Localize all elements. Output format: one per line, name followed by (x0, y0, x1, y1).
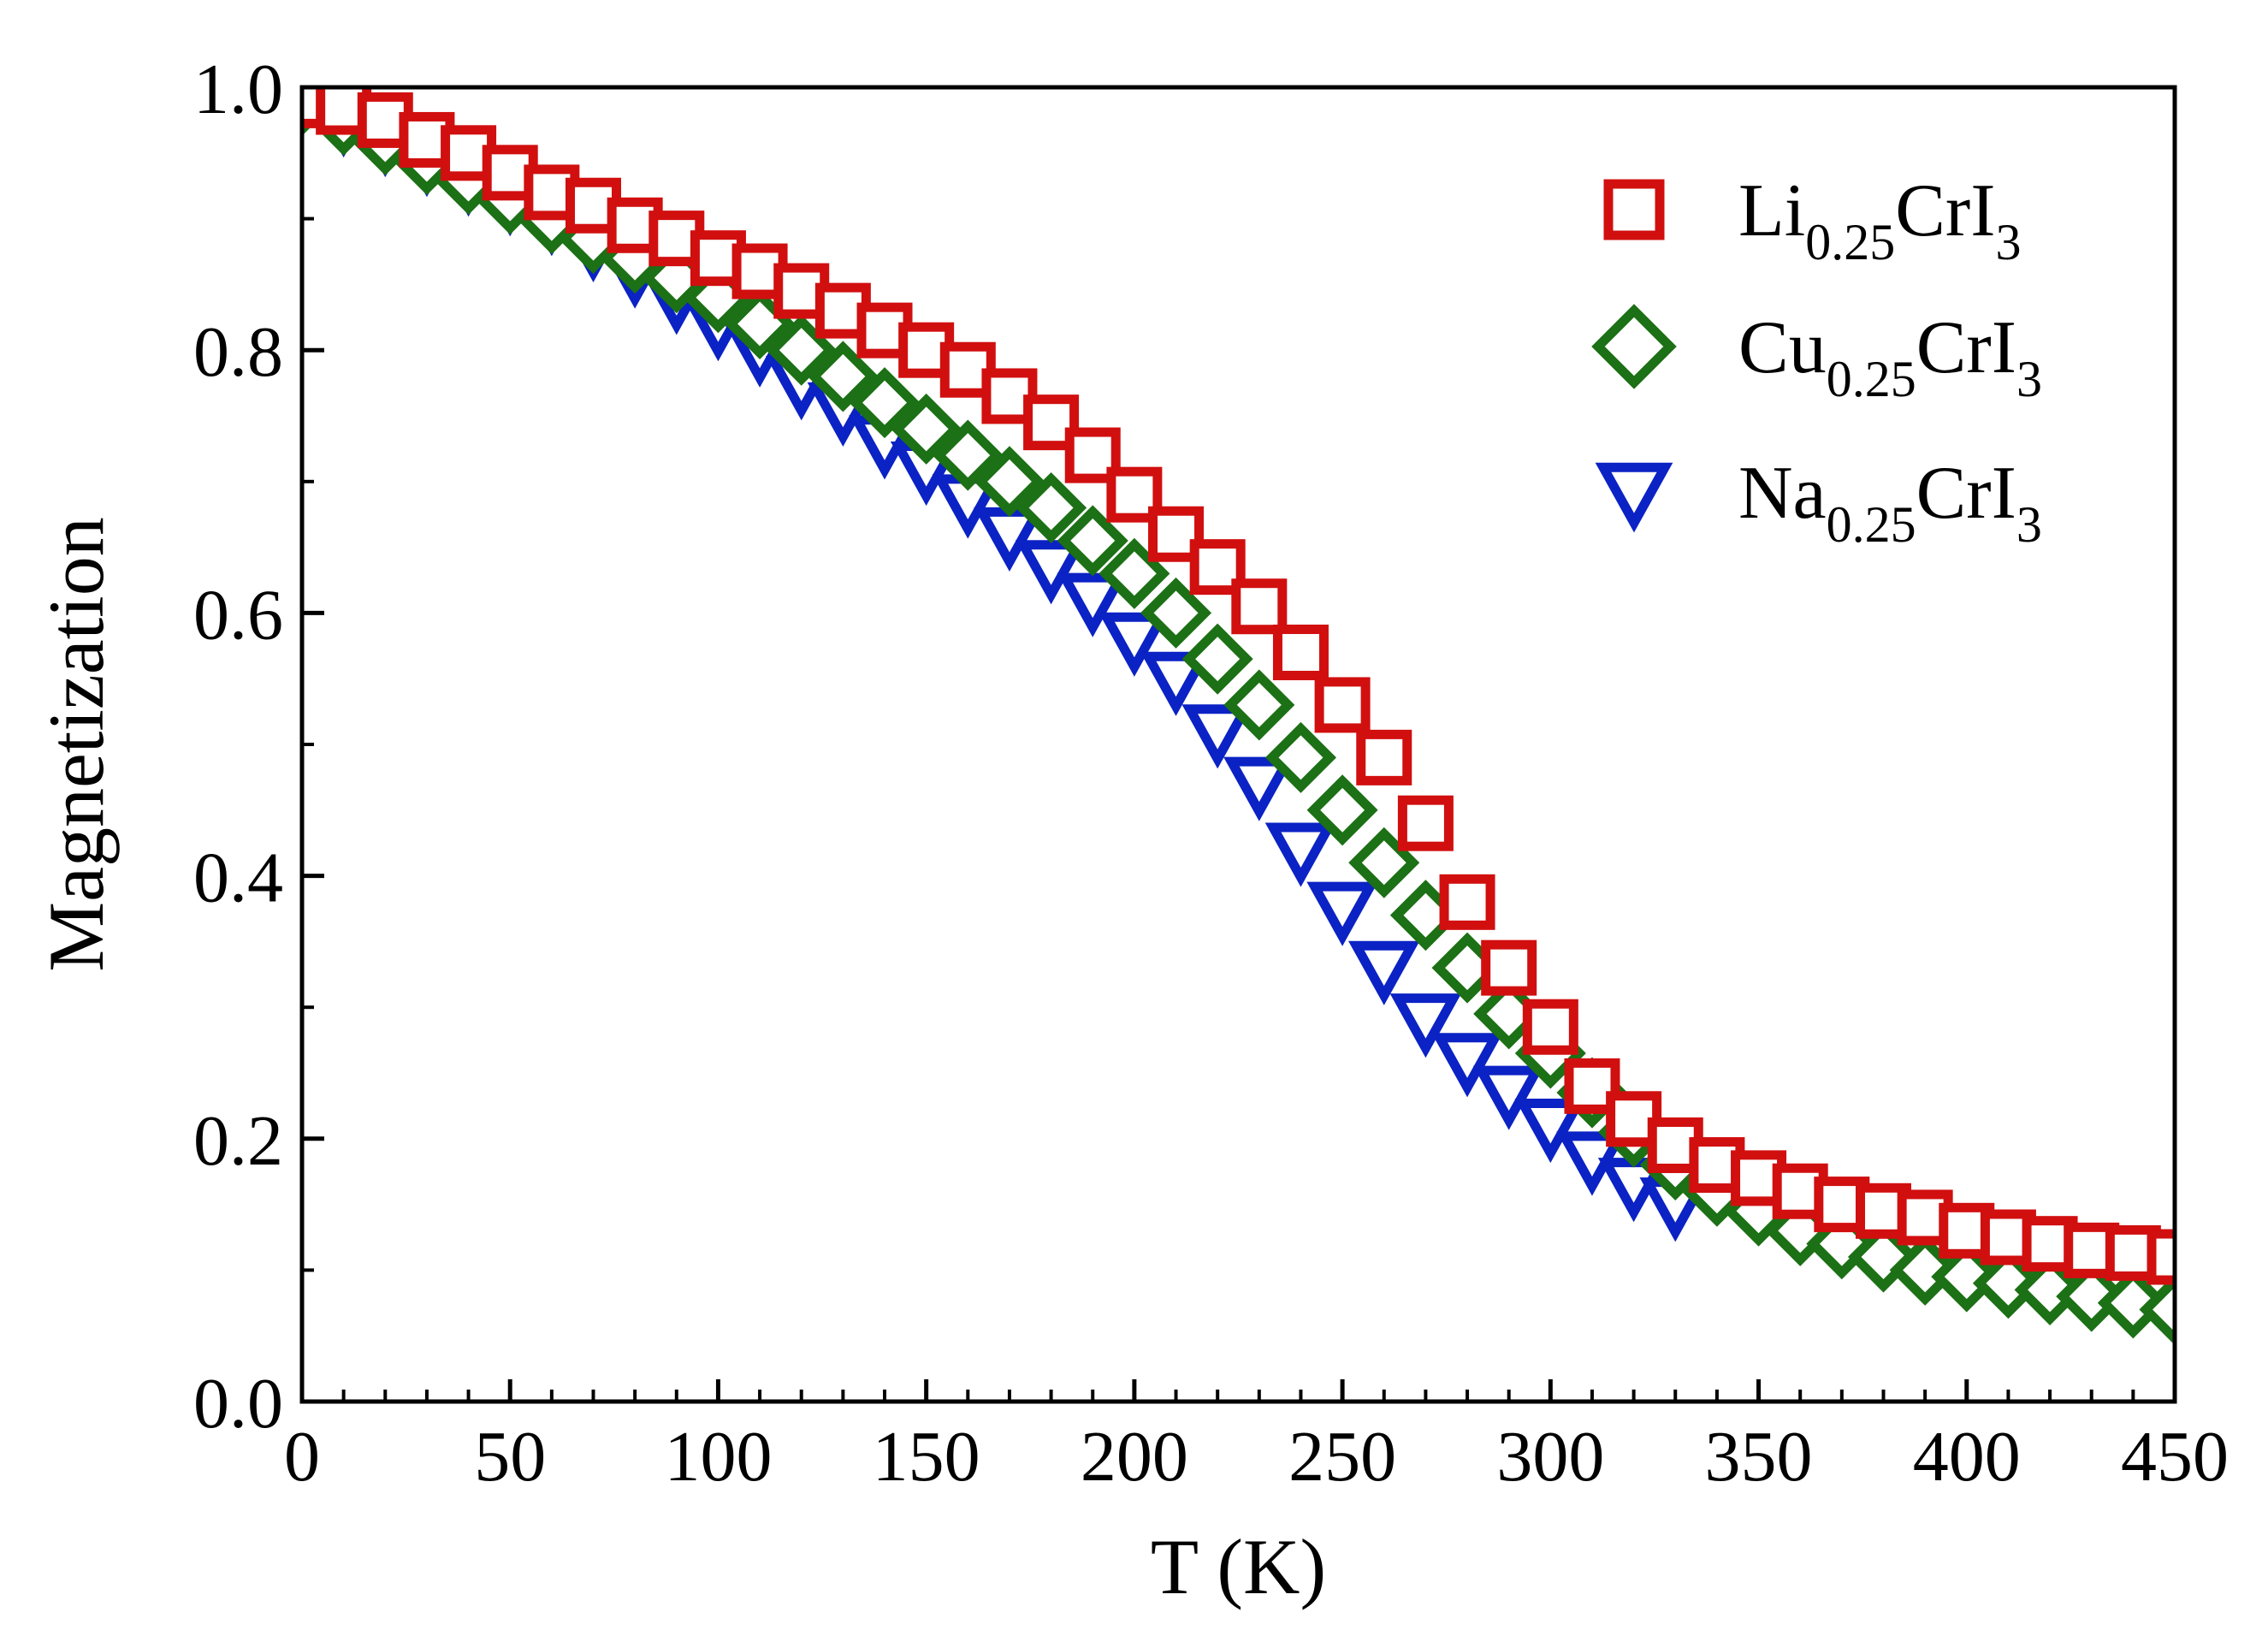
x-tick-label: 250 (1288, 1417, 1396, 1497)
x-tick-label: 300 (1496, 1417, 1604, 1497)
data-point (1181, 704, 1253, 769)
data-point (1016, 471, 1087, 544)
x-tick-label: 50 (474, 1417, 546, 1497)
x-tick-label: 200 (1081, 1417, 1188, 1497)
data-point (1015, 540, 1087, 605)
data-point (2147, 1229, 2175, 1285)
x-tick-label: 400 (1913, 1417, 2021, 1497)
data-point (1348, 940, 1420, 1005)
data-point (1306, 774, 1378, 846)
data-point (891, 393, 962, 465)
x-axis-title: T (K) (1151, 1523, 1326, 1610)
data-point (807, 341, 879, 412)
data-point (1431, 1033, 1503, 1098)
legend-label: Li0.25CrI3 (1738, 169, 2022, 270)
data-point (814, 282, 871, 339)
data-point (1057, 572, 1128, 637)
legend-marker (1603, 179, 1665, 240)
x-tick-label: 450 (2121, 1417, 2229, 1497)
data-point (974, 446, 1045, 518)
y-tick-label: 0.8 (193, 312, 283, 392)
legend-item: Na0.25CrI3 (1595, 452, 2042, 553)
y-tick-label: 1.0 (193, 50, 283, 129)
axes: 0 50 100 150 200 250 300 350 400 450 0.0 0.2 0.4 0.6 0… (193, 50, 2229, 1497)
x-tick-label: 150 (873, 1417, 980, 1497)
legend-item: Li0.25CrI3 (1603, 169, 2022, 270)
data-point (1389, 993, 1462, 1058)
data-point (1231, 578, 1288, 635)
data-point (1057, 505, 1128, 577)
x-tick-label: 0 (284, 1417, 320, 1497)
data-point (1472, 1065, 1545, 1130)
data-point (1522, 999, 1578, 1055)
data-point (1272, 624, 1329, 680)
data-point (1439, 874, 1495, 930)
legend-label: Na0.25CrI3 (1738, 452, 2042, 553)
legend-label: Cu0.25CrI3 (1738, 306, 2042, 407)
legend: Li0.25CrI3 Cu0.25CrI3 Na0.25CrI3 (1591, 169, 2042, 553)
data-point (1181, 623, 1253, 695)
data-point (1223, 756, 1295, 821)
legend-marker (1591, 304, 1677, 389)
y-tick-label: 0.2 (193, 1101, 283, 1181)
data-point (1140, 651, 1212, 716)
data-point (1098, 612, 1170, 677)
data-point (932, 419, 1004, 491)
data-point (1264, 822, 1337, 887)
y-tick-label: 0.4 (193, 839, 283, 918)
data-point (648, 210, 705, 267)
data-point (1514, 1099, 1587, 1164)
data-point (1481, 939, 1537, 996)
y-axis-title: Magnetization (33, 517, 120, 971)
data-point (1140, 577, 1212, 649)
series-square (302, 87, 2175, 1285)
x-tick-label: 350 (1705, 1417, 1813, 1497)
y-tick-label: 0.0 (193, 1364, 283, 1443)
data-point (2139, 1273, 2175, 1346)
legend-item: Cu0.25CrI3 (1591, 304, 2042, 407)
data-point (1397, 795, 1454, 851)
data-point (1223, 669, 1295, 741)
legend-marker (1595, 462, 1673, 533)
data-point (1314, 677, 1371, 733)
plot-area (302, 87, 2175, 1346)
data-point (1356, 729, 1412, 785)
x-tick-label: 100 (664, 1417, 772, 1497)
data-point (1306, 881, 1378, 946)
data-point (1264, 721, 1336, 793)
y-tick-label: 0.6 (193, 575, 283, 655)
data-point (849, 367, 921, 439)
